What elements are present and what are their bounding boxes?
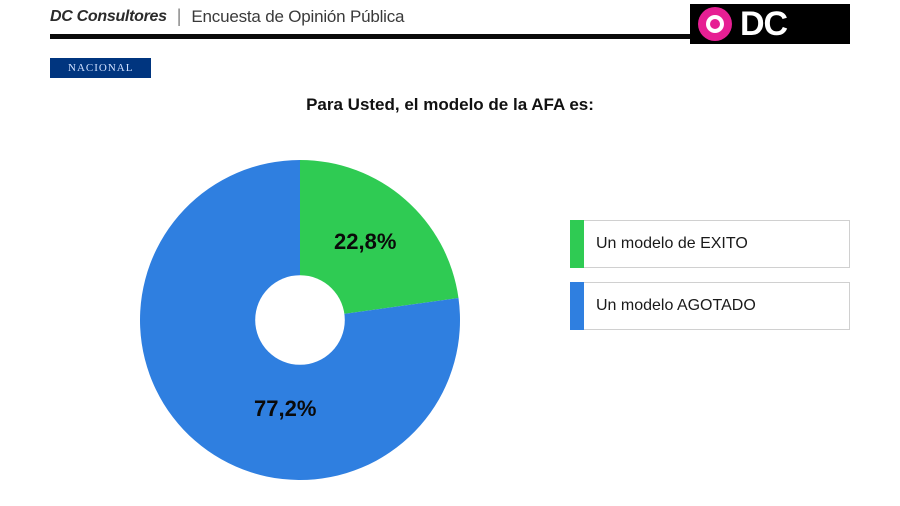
scope-badge: NACIONAL: [50, 58, 151, 78]
logo-text: DC: [740, 5, 787, 44]
legend-item-1: Un modelo AGOTADO: [570, 282, 850, 330]
header-brand: DC Consultores: [50, 8, 167, 26]
header-separator: |: [177, 6, 182, 27]
page: DC Consultores | Encuesta de Opinión Púb…: [0, 0, 900, 506]
legend: Un modelo de EXITO Un modelo AGOTADO: [570, 220, 850, 344]
legend-swatch-0: [570, 220, 584, 268]
legend-text-1: Un modelo AGOTADO: [584, 282, 850, 330]
slice-label-0: 22,8%: [334, 229, 396, 255]
slice-label-1: 77,2%: [254, 396, 316, 422]
donut-svg: [140, 160, 460, 480]
header-subtitle: Encuesta de Opinión Pública: [191, 7, 404, 27]
logo-ring-icon: [698, 7, 732, 41]
logo: DC: [690, 4, 850, 44]
legend-item-0: Un modelo de EXITO: [570, 220, 850, 268]
legend-swatch-1: [570, 282, 584, 330]
legend-text-0: Un modelo de EXITO: [584, 220, 850, 268]
question-text: Para Usted, el modelo de la AFA es:: [0, 95, 900, 115]
donut-chart: 22,8% 77,2%: [140, 160, 460, 480]
donut-hole: [255, 275, 345, 365]
